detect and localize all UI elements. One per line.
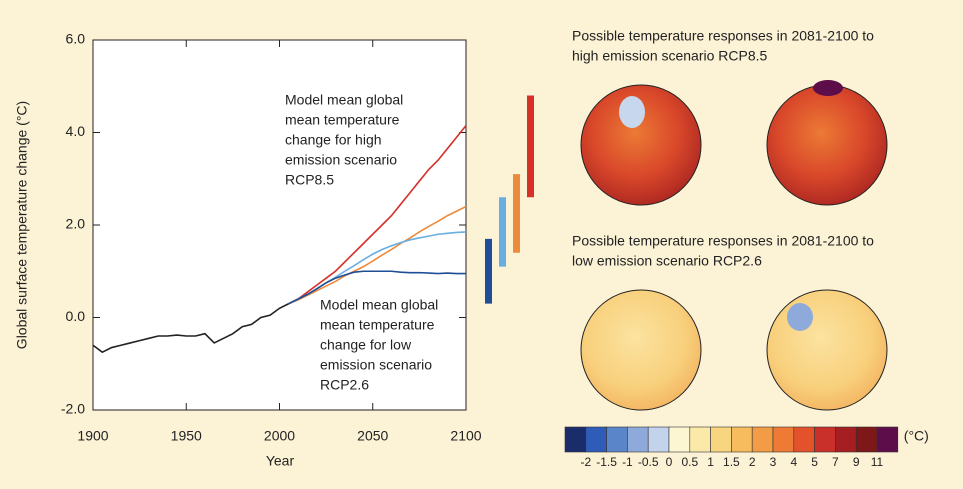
annotation: emission scenario <box>320 357 432 373</box>
series-line <box>288 205 467 305</box>
map-title: Possible temperature responses in 2081-2… <box>572 233 874 249</box>
annotation: Model mean global <box>320 297 438 313</box>
colorbar-swatch <box>855 426 878 453</box>
range-bar <box>485 238 492 304</box>
globe <box>580 84 702 206</box>
annotation: change for high <box>285 132 382 148</box>
annotation: mean temperature <box>320 317 435 333</box>
colorbar-label: 0.5 <box>681 455 698 469</box>
x-tick-label: 1950 <box>171 428 202 444</box>
annotation: mean temperature <box>285 112 400 128</box>
x-tick-label: 2050 <box>357 428 388 444</box>
colorbar-label: 7 <box>832 455 839 469</box>
globe-anomaly <box>813 80 843 96</box>
colorbar-label: 1 <box>707 455 714 469</box>
y-tick-label: 6.0 <box>66 31 86 47</box>
colorbar-swatch <box>731 426 753 453</box>
colorbar-label: -0.5 <box>638 455 659 469</box>
range-bar <box>527 95 534 198</box>
colorbar-swatch <box>627 426 649 453</box>
colorbar-swatch <box>793 426 815 453</box>
y-tick-label: 4.0 <box>66 123 86 139</box>
range-bar <box>513 174 520 253</box>
globe <box>766 289 888 411</box>
x-tick-label: 2100 <box>450 428 481 444</box>
series-line <box>288 270 466 305</box>
colorbar-label: 1.5 <box>723 455 740 469</box>
series-line <box>92 302 290 354</box>
globe-anomaly <box>619 96 645 128</box>
x-tick-label: 2000 <box>264 428 295 444</box>
colorbar-swatch <box>564 426 587 453</box>
colorbar-swatch <box>668 426 691 453</box>
annotation: RCP2.6 <box>320 377 369 393</box>
colorbar-swatch <box>606 426 628 453</box>
colorbar-label: -1 <box>622 455 633 469</box>
annotation: RCP8.5 <box>285 172 334 188</box>
map-title: Possible temperature responses in 2081-2… <box>572 28 874 44</box>
colorbar-swatch <box>835 426 857 453</box>
x-axis-label: Year <box>266 453 295 469</box>
series-line <box>288 125 467 305</box>
colorbar-unit: (°C) <box>904 428 929 444</box>
annotation: change for low <box>320 337 412 353</box>
colorbar-label: 5 <box>811 455 818 469</box>
y-tick-label: 0.0 <box>66 308 86 324</box>
colorbar-swatch <box>814 426 836 453</box>
colorbar-label: 2 <box>749 455 756 469</box>
globe <box>580 289 702 411</box>
colorbar-swatch <box>585 426 607 453</box>
colorbar-swatch <box>689 426 711 453</box>
annotation: Model mean global <box>285 92 403 108</box>
colorbar-label: 11 <box>871 455 884 469</box>
colorbar-swatch <box>647 426 670 453</box>
x-tick-label: 1900 <box>77 428 108 444</box>
colorbar-label: 9 <box>853 455 860 469</box>
map-title: high emission scenario RCP8.5 <box>572 48 768 64</box>
annotation: emission scenario <box>285 152 397 168</box>
colorbar-swatch <box>876 426 899 453</box>
y-tick-label: -2.0 <box>61 401 85 417</box>
colorbar-swatch <box>751 426 774 453</box>
colorbar-label: 4 <box>790 455 797 469</box>
y-tick-label: 2.0 <box>66 216 86 232</box>
map-title: low emission scenario RCP2.6 <box>572 253 762 269</box>
globe <box>766 84 888 206</box>
colorbar-label: -1.5 <box>596 455 617 469</box>
range-bar <box>499 197 506 267</box>
colorbar-label: -2 <box>580 455 591 469</box>
colorbar-label: 0 <box>666 455 673 469</box>
globes <box>580 80 888 411</box>
plot-area <box>93 40 466 410</box>
globe-anomaly <box>787 303 813 331</box>
colorbar-swatch <box>772 426 795 453</box>
colorbar-swatch <box>710 426 732 453</box>
y-axis-label: Global surface temperature change (°C) <box>14 101 30 349</box>
colorbar-label: 3 <box>770 455 777 469</box>
plot-frame <box>92 39 467 411</box>
